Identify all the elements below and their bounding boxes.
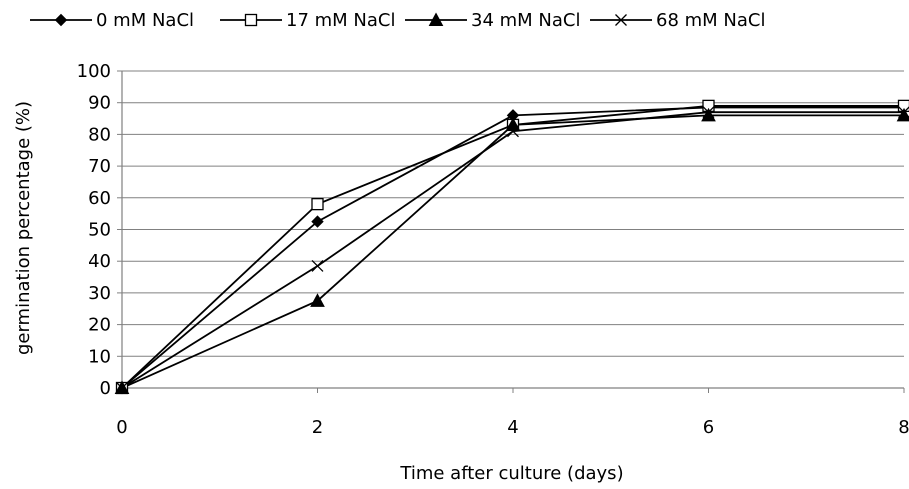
axes — [117, 70, 905, 393]
series-markers — [114, 99, 909, 395]
legend-marker-3 — [615, 14, 627, 26]
legend-label-2: 34 mM NaCl — [471, 10, 580, 31]
legend-label-1: 17 mM NaCl — [286, 10, 395, 31]
y-tick-label-20: 20 — [88, 315, 111, 336]
series-line-3 — [121, 111, 904, 389]
y-tick-label-30: 30 — [88, 283, 111, 304]
y-tick-label-0: 0 — [100, 378, 111, 399]
x-tick-label-8: 8 — [898, 417, 909, 438]
series-2-point-1 — [310, 293, 325, 307]
series-line-0 — [121, 106, 904, 389]
series-1-point-1 — [311, 197, 324, 211]
legend-marker-2 — [428, 12, 444, 26]
legend-marker-0 — [54, 13, 68, 27]
series-line-1 — [121, 104, 904, 389]
x-tick-label-4: 4 — [507, 417, 518, 438]
y-tick-label-100: 100 — [77, 61, 111, 82]
legend: 0 mM NaCl 17 mM NaCl 34 mM NaCl 68 mM NaCl — [30, 10, 765, 31]
series-3-point-4 — [898, 106, 909, 119]
series-3-point-0 — [116, 382, 128, 394]
y-tick-label-70: 70 — [88, 156, 111, 177]
x-tick-label-0: 0 — [116, 417, 127, 438]
y-tick-label-90: 90 — [88, 93, 111, 114]
y-tick-label-60: 60 — [88, 188, 111, 209]
y-axis-title: germination percentage (%) — [13, 101, 34, 355]
x-tick-labels: 0 2 4 6 8 — [116, 417, 909, 438]
series-0-point-1 — [311, 215, 324, 228]
y-tick-label-10: 10 — [88, 346, 111, 367]
series-3-point-2 — [507, 125, 519, 138]
series-line-2 — [121, 114, 904, 389]
gridlines — [122, 70, 904, 357]
legend-label-3: 68 mM NaCl — [656, 10, 765, 31]
legend-label-0: 0 mM NaCl — [96, 10, 194, 31]
series-3-point-1 — [311, 259, 324, 272]
y-tick-label-80: 80 — [88, 124, 111, 145]
series-lines — [121, 104, 904, 389]
y-tick-label-40: 40 — [88, 251, 111, 272]
series-3-point-3 — [702, 106, 715, 119]
y-tick-labels: 0 10 20 30 40 50 60 70 80 90 100 — [77, 61, 111, 399]
legend-marker-1 — [244, 13, 258, 27]
y-tick-label-50: 50 — [88, 220, 111, 241]
x-tick-label-6: 6 — [703, 417, 714, 438]
x-axis-title: Time after culture (days) — [399, 463, 623, 484]
x-tick-label-2: 2 — [312, 417, 323, 438]
